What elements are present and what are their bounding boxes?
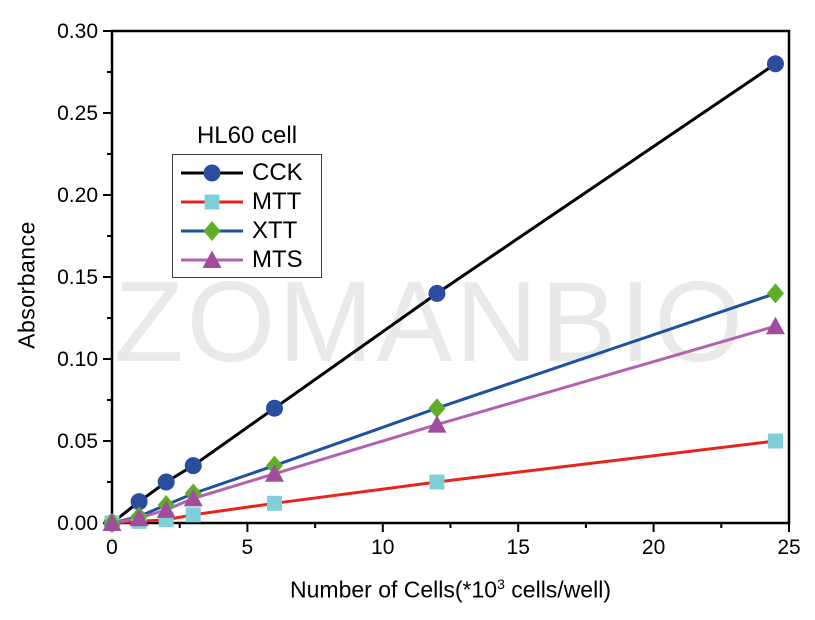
watermark: ZOMANBIO bbox=[114, 259, 746, 386]
square-marker bbox=[429, 474, 445, 490]
legend: HL60 cell CCK MTT XTT MTS bbox=[172, 122, 322, 278]
triangle-marker bbox=[183, 488, 203, 507]
triangle-marker bbox=[102, 513, 122, 531]
circle-marker bbox=[766, 55, 784, 73]
x-axis-title-text: Number of Cells(*10 bbox=[290, 576, 498, 603]
square-marker bbox=[266, 495, 282, 511]
x-axis-title-suffix: cells/well) bbox=[504, 576, 611, 603]
triangle-marker bbox=[202, 250, 222, 268]
legend-box: CCK MTT XTT MTS bbox=[172, 154, 322, 278]
y-tick-label: 0.00 bbox=[57, 512, 98, 535]
square-marker bbox=[185, 507, 201, 523]
legend-sample-circle bbox=[181, 164, 243, 181]
x-tick-label: 10 bbox=[371, 536, 394, 559]
diamond-marker bbox=[203, 220, 221, 241]
legend-item-xtt: XTT bbox=[173, 216, 321, 245]
diamond-marker bbox=[766, 283, 784, 304]
circle-marker bbox=[130, 493, 148, 511]
x-tick-label: 5 bbox=[242, 536, 254, 559]
triangle-marker bbox=[156, 500, 176, 518]
triangle-marker bbox=[129, 508, 149, 527]
y-tick-label: 0.15 bbox=[57, 266, 98, 289]
x-axis-title: Number of Cells(*103 cells/well) bbox=[112, 576, 789, 604]
x-tick-label: 0 bbox=[106, 536, 118, 559]
legend-label: MTS bbox=[252, 245, 303, 273]
legend-sample-diamond bbox=[181, 220, 243, 241]
x-tick-label: 15 bbox=[507, 536, 530, 559]
circle-marker bbox=[157, 473, 175, 491]
legend-label: XTT bbox=[252, 216, 298, 244]
circle-marker bbox=[184, 457, 202, 475]
triangle-marker bbox=[264, 464, 284, 482]
legend-sample-square bbox=[181, 194, 243, 209]
x-tick-label: 20 bbox=[642, 536, 665, 559]
legend-label: MTT bbox=[252, 187, 302, 215]
square-marker bbox=[767, 433, 783, 449]
diamond-marker bbox=[428, 398, 446, 419]
y-tick-label: 0.25 bbox=[57, 102, 98, 125]
legend-sample-triangle bbox=[181, 250, 243, 268]
y-tick-label: 0.10 bbox=[57, 348, 98, 371]
y-tick-label: 0.30 bbox=[57, 20, 98, 43]
x-tick-label: 25 bbox=[777, 536, 800, 559]
circle-marker bbox=[265, 399, 283, 417]
y-axis-title: Absorbance bbox=[13, 221, 40, 349]
circle-marker bbox=[203, 164, 221, 181]
legend-item-cck: CCK bbox=[173, 158, 321, 187]
circle-marker bbox=[428, 284, 446, 302]
legend-item-mts: MTS bbox=[173, 245, 321, 274]
legend-title: HL60 cell bbox=[196, 122, 298, 149]
triangle-marker bbox=[765, 316, 785, 335]
triangle-marker bbox=[427, 415, 447, 433]
y-tick-label: 0.05 bbox=[57, 430, 98, 453]
legend-item-mtt: MTT bbox=[173, 187, 321, 216]
x-axis-title-superscript: 3 bbox=[497, 576, 505, 592]
square-marker bbox=[204, 194, 220, 209]
legend-label: CCK bbox=[252, 158, 303, 186]
y-tick-label: 0.20 bbox=[57, 184, 98, 207]
